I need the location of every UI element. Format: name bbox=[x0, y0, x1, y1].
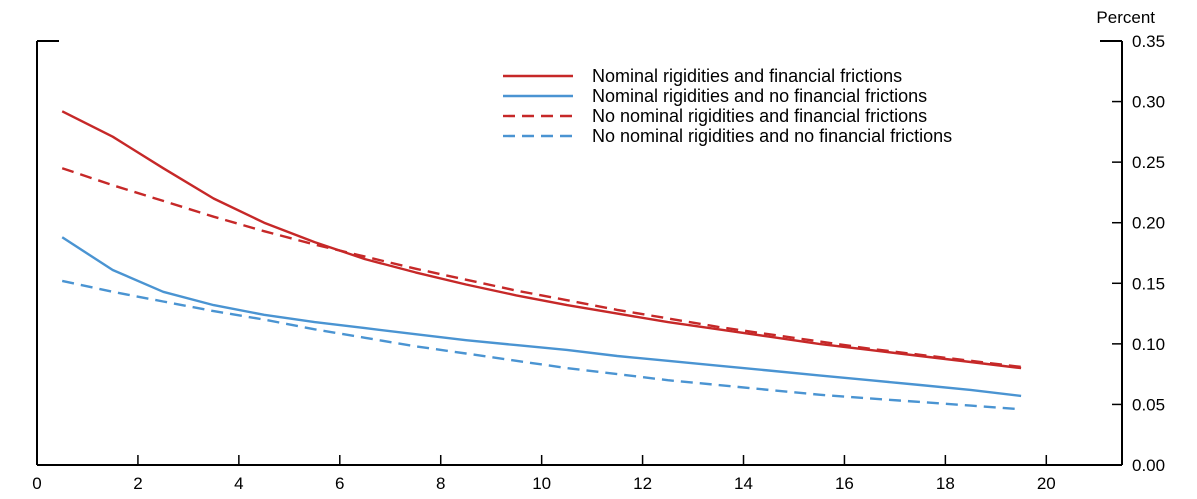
y-tick-label: 0.15 bbox=[1132, 274, 1165, 293]
x-tick-label: 8 bbox=[436, 474, 445, 493]
legend-label-4: No nominal rigidities and no financial f… bbox=[592, 126, 952, 146]
x-tick-label: 16 bbox=[835, 474, 854, 493]
y-tick-label: 0.35 bbox=[1132, 32, 1165, 51]
axes: 0 2 4 6 8 10 12 14 16 18 20 0.00 0.05 0.10 0.15 0.20 0.2… bbox=[32, 32, 1165, 493]
x-tick-label: 18 bbox=[936, 474, 955, 493]
y-tick-label: 0.05 bbox=[1132, 395, 1165, 414]
legend: Nominal rigidities and financial frictio… bbox=[503, 66, 952, 146]
y-tick-label: 0.25 bbox=[1132, 153, 1165, 172]
x-tick-label: 14 bbox=[734, 474, 753, 493]
x-tick-label: 6 bbox=[335, 474, 344, 493]
series-line-1 bbox=[61, 110, 1022, 370]
x-tick-label: 12 bbox=[633, 474, 652, 493]
y-tick-label: 0.20 bbox=[1132, 214, 1165, 233]
series-line-2 bbox=[61, 236, 1022, 398]
x-tick-label: 2 bbox=[133, 474, 142, 493]
x-tick-label: 10 bbox=[532, 474, 551, 493]
x-tick-label: 4 bbox=[234, 474, 243, 493]
legend-label-3: No nominal rigidities and financial fric… bbox=[592, 106, 927, 126]
series-group bbox=[61, 110, 1022, 411]
series-line-3 bbox=[61, 167, 1022, 369]
series-line-4 bbox=[61, 279, 1022, 411]
y-unit-label: Percent bbox=[1096, 8, 1155, 27]
y-tick-label: 0.00 bbox=[1132, 456, 1165, 475]
legend-label-2: Nominal rigidities and no financial fric… bbox=[592, 86, 927, 106]
y-tick-label: 0.10 bbox=[1132, 335, 1165, 354]
y-tick-label: 0.30 bbox=[1132, 93, 1165, 112]
x-tick-label: 0 bbox=[32, 474, 41, 493]
legend-label-1: Nominal rigidities and financial frictio… bbox=[592, 66, 902, 86]
x-tick-label: 20 bbox=[1037, 474, 1056, 493]
